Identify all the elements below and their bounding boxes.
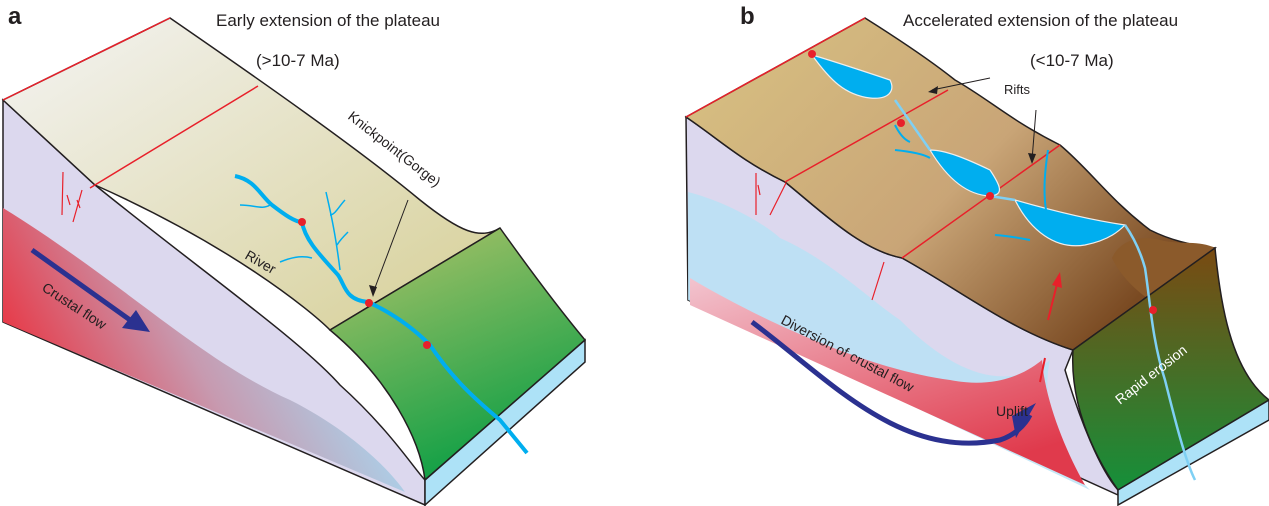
knickpoint-dot — [808, 50, 816, 58]
side-face — [2, 98, 426, 506]
arrowhead-icon — [369, 285, 377, 297]
panel-a-title: Early extension of the plateau — [216, 11, 440, 30]
rifts-pointer — [931, 77, 1037, 161]
knickpoint-dot — [1149, 306, 1157, 314]
hot-crust-zone — [690, 278, 1085, 485]
river — [893, 99, 1197, 481]
front-face — [1117, 399, 1269, 506]
knickpoint-dot — [423, 341, 431, 349]
knickpoint-dot — [986, 192, 994, 200]
lake — [1013, 199, 1127, 247]
rift-lines — [685, 17, 1061, 259]
fault-marks — [61, 171, 83, 223]
crustal-flow-arrowhead-icon — [122, 310, 150, 332]
plateau-surface — [1, 17, 501, 331]
fault-marks — [755, 173, 885, 301]
panel-a-age: (>10-7 Ma) — [256, 51, 340, 70]
lake — [928, 149, 1000, 197]
knickpoint-dot — [298, 218, 306, 226]
uplift-arrowhead-icon — [1052, 272, 1062, 288]
panel-b: b Accelerated extension of the plateau (… — [684, 3, 1269, 506]
river-tributaries — [239, 191, 349, 271]
crustal-flow-arrow — [30, 247, 132, 323]
hot-crust-zone — [3, 208, 405, 492]
river — [234, 174, 529, 455]
panel-letter-b: b — [740, 3, 755, 30]
rifts-label: Rifts — [1004, 82, 1031, 97]
river-tributaries — [894, 124, 1049, 241]
knickpoint-dot — [365, 299, 373, 307]
uplift-arrow — [1039, 279, 1059, 383]
fault-line — [2, 17, 259, 189]
uplift-label: Uplift — [996, 403, 1028, 419]
lake — [810, 53, 893, 99]
panel-a: a Early extension of the plateau (>10-7 … — [1, 3, 587, 506]
panel-b-age: (<10-7 Ma) — [1030, 51, 1114, 70]
panel-b-title: Accelerated extension of the plateau — [903, 11, 1178, 30]
erosion-cap — [1112, 238, 1215, 300]
knickpoint-arrow — [372, 199, 409, 294]
diversion-arrowhead-icon — [1012, 403, 1036, 438]
panel-letter-a: a — [8, 3, 22, 30]
knickpoint-dot — [897, 119, 905, 127]
front-face — [424, 338, 586, 506]
